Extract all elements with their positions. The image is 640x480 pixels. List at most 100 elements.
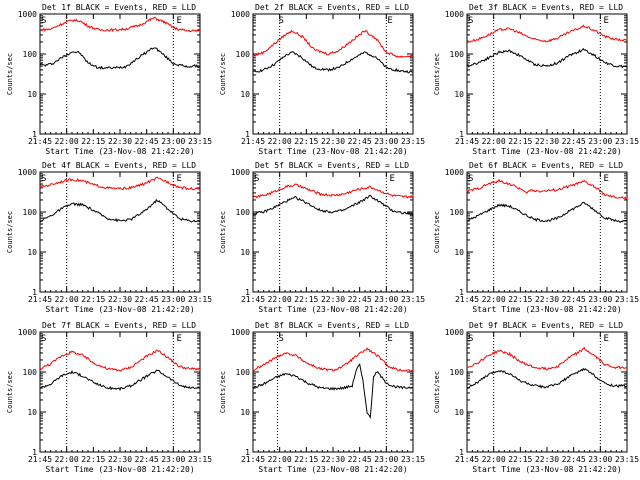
panel-title: Det 1f BLACK = Events, RED = LLD [42,3,196,12]
x-tick-label: 22:45 [348,137,372,146]
series-lld-line [252,347,414,372]
detector-panel-4: Det 4f BLACK = Events, RED = LLD 1 10 100 10… [6,161,212,314]
y-axis-label: Counts/sec [433,371,441,413]
series-lld-line [39,349,201,372]
y-tick-label: 100 [23,208,38,217]
detector-panel-5: Det 5f BLACK = Events, RED = LLD 1 10 100 10… [219,161,425,314]
series-lld-line [39,16,201,33]
start-marker-label: S [468,334,473,344]
end-marker-label: E [387,16,392,26]
y-tick-label: 100 [23,50,38,59]
x-tick-label: 23:15 [188,137,212,146]
x-tick-label: 21:45 [241,455,265,464]
start-marker-label: S [41,174,46,184]
y-tick-label: 10 [27,248,37,257]
x-tick-label: 21:45 [28,137,52,146]
panel-title: Det 7f BLACK = Events, RED = LLD [42,321,196,330]
series-lld-line [252,183,414,199]
x-tick-label: 22:15 [294,455,318,464]
y-tick-label: 1000 [18,168,37,177]
x-axis-label: Start Time (23-Nov-08 21:42:20) [45,465,194,474]
x-tick-label: 22:00 [55,137,79,146]
x-tick-label: 22:30 [108,137,132,146]
x-tick-label: 23:00 [161,295,185,304]
end-marker-label: E [389,174,394,184]
y-tick-label: 1000 [18,10,37,19]
y-axis-label: Counts/sec [433,53,441,95]
y-tick-label: 1 [32,288,37,297]
x-tick-label: 22:15 [294,295,318,304]
panel-title: Det 4f BLACK = Events, RED = LLD [42,161,196,170]
y-tick-label: 10 [240,248,250,257]
x-tick-label: 22:45 [135,455,159,464]
x-axis-label: Start Time (23-Nov-08 21:42:20) [258,465,407,474]
x-tick-label: 23:00 [374,137,398,146]
y-tick-label: 10 [27,408,37,417]
x-tick-label: 22:00 [482,295,506,304]
series-events-line [466,367,628,390]
detector-panel-9: Det 9f BLACK = Events, RED = LLD 1 10 100 10… [433,321,639,474]
y-axis-label: Counts/sec [6,53,14,95]
plot-frame [39,331,201,453]
start-marker-label: S [279,16,284,26]
x-tick-label: 22:00 [482,137,506,146]
y-tick-label: 1000 [231,168,250,177]
x-tick-label: 22:00 [268,455,292,464]
start-marker-label: S [41,16,46,26]
x-tick-label: 22:30 [321,455,345,464]
y-tick-label: 1000 [231,328,250,337]
x-tick-label: 22:30 [535,295,559,304]
x-tick-label: 23:00 [374,295,398,304]
x-tick-label: 22:45 [562,137,586,146]
panel-title: Det 8f BLACK = Events, RED = LLD [255,321,409,330]
x-tick-label: 22:30 [535,455,559,464]
x-tick-label: 23:15 [188,295,212,304]
end-marker-label: E [176,334,181,344]
y-tick-label: 1000 [445,328,464,337]
x-tick-label: 22:15 [508,455,532,464]
detector-panel-8: Det 8f BLACK = Events, RED = LLD 1 10 100 10… [219,321,425,474]
end-marker-label: E [176,16,181,26]
y-tick-label: 10 [27,90,37,99]
x-tick-label: 22:45 [135,295,159,304]
series-events-line [39,47,201,70]
series-lld-line [39,176,201,191]
plot-frame [252,171,414,293]
x-tick-label: 22:15 [294,137,318,146]
start-marker-label: S [468,16,473,26]
start-marker-label: S [254,174,259,184]
series-lld-line [466,178,628,201]
y-tick-label: 10 [240,408,250,417]
y-axis-label: Counts/sec [219,53,227,95]
x-axis-label: Start Time (23-Nov-08 21:42:20) [258,305,407,314]
x-tick-label: 23:15 [188,455,212,464]
end-marker-label: E [603,16,608,26]
series-lld-line [466,24,628,43]
y-tick-label: 1000 [445,168,464,177]
x-tick-label: 23:00 [161,455,185,464]
y-tick-label: 100 [236,208,251,217]
series-events-line [466,47,627,69]
y-tick-label: 1000 [445,10,464,19]
x-tick-label: 21:45 [241,137,265,146]
x-tick-label: 22:15 [81,295,105,304]
x-axis-label: Start Time (23-Nov-08 21:42:20) [472,465,621,474]
y-tick-label: 1 [32,448,37,457]
start-marker-label: S [468,174,473,184]
end-marker-label: E [603,174,608,184]
plot-frame [252,13,414,135]
x-tick-label: 23:00 [374,455,398,464]
x-tick-label: 22:30 [108,295,132,304]
x-tick-label: 22:45 [348,295,372,304]
y-tick-label: 1000 [18,328,37,337]
x-tick-label: 22:00 [268,295,292,304]
plot-frame [466,331,628,453]
x-tick-label: 22:45 [562,295,586,304]
x-tick-label: 21:45 [241,295,265,304]
series-events-line [39,369,201,392]
y-tick-label: 100 [450,208,465,217]
detector-panel-2: Det 2f BLACK = Events, RED = LLD 1 10 100 10… [219,3,425,156]
x-tick-label: 22:15 [508,137,532,146]
x-tick-label: 21:45 [28,295,52,304]
